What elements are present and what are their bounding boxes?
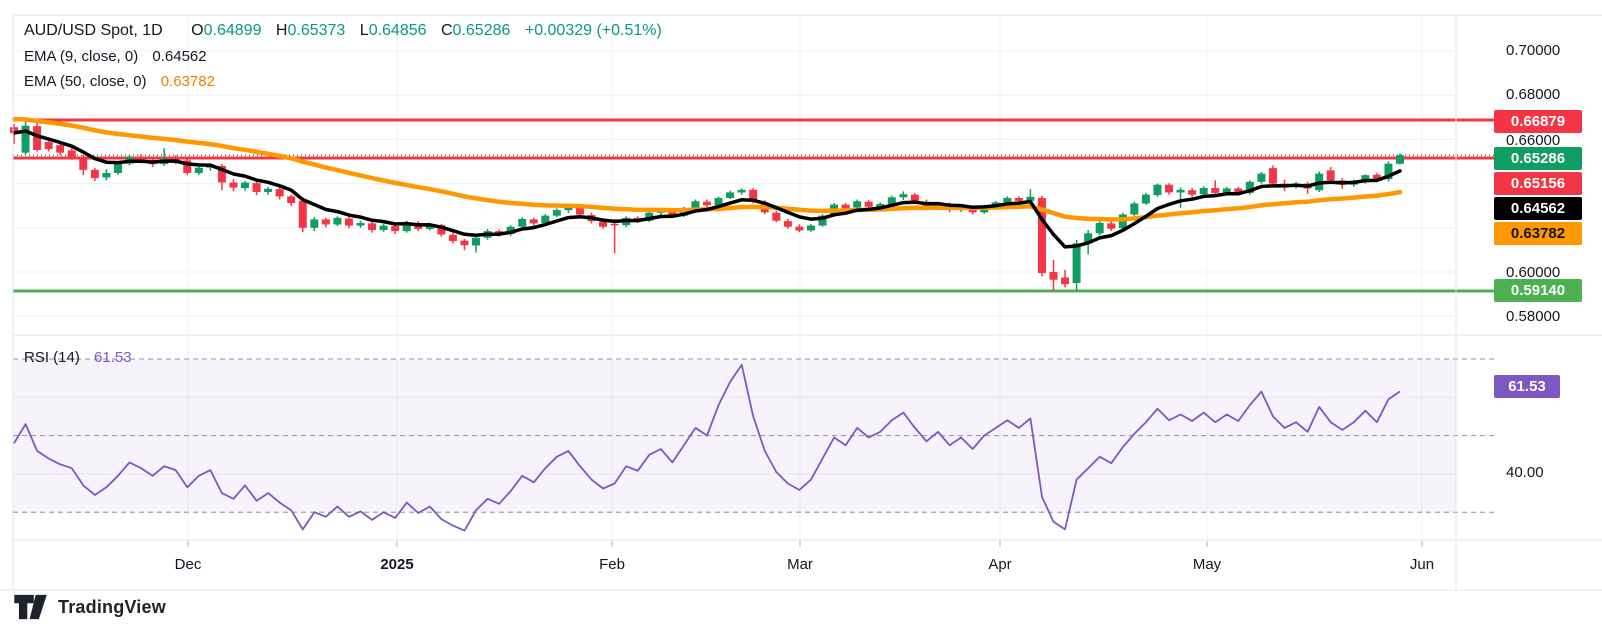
ohlc-low-value: 0.64856 <box>368 22 427 39</box>
ohlc-close-label: C <box>440 22 453 39</box>
level-badge-resistance-lower: 0.65156 <box>1494 172 1582 195</box>
time-label-jun: Jun <box>1409 556 1435 573</box>
ohlc-open-label: O <box>191 22 204 39</box>
price-tick-0.68: 0.68000 <box>1506 86 1561 103</box>
price-tick-0.60: 0.60000 <box>1506 264 1561 281</box>
ema9-legend-value: 0.64562 <box>152 48 207 65</box>
symbol-legend-row[interactable]: AUD/USD Spot, 1D O0.64899 H0.65373 L0.64… <box>24 21 662 41</box>
last-price-badge: 0.65286 <box>1494 147 1582 170</box>
price-tick-0.70: 0.70000 <box>1506 42 1561 59</box>
ohlc-high-value: 0.65373 <box>287 22 346 39</box>
ema9-value-badge: 0.64562 <box>1494 197 1582 220</box>
ohlc-low-label: L <box>359 22 369 39</box>
price-tick-0.58: 0.58000 <box>1506 308 1561 325</box>
ema50-value-badge: 0.63782 <box>1494 222 1582 245</box>
ema9-legend-label: EMA (9, close, 0) <box>24 48 139 65</box>
tradingview-attribution[interactable]: TradingView <box>14 594 166 620</box>
ema50-legend-label: EMA (50, close, 0) <box>24 73 147 90</box>
ema50-legend-row[interactable]: EMA (50, close, 0) 0.63782 <box>24 72 215 92</box>
price-axis[interactable]: 0.70000 0.68000 0.66000 0.60000 0.58000 … <box>1456 15 1602 590</box>
tradingview-wordmark: TradingView <box>58 596 166 617</box>
time-label-dec: Dec <box>174 556 202 573</box>
ohlc-change: +0.00329 (+0.51%) <box>524 22 662 39</box>
rsi-value-badge: 61.53 <box>1494 375 1560 398</box>
rsi-tick-40: 40.00 <box>1506 464 1544 481</box>
ohlc-open-value: 0.64899 <box>203 22 262 39</box>
time-axis[interactable]: Dec 2025 Feb Mar Apr May Jun <box>0 540 1602 590</box>
rsi-legend-row[interactable]: RSI (14) 61.53 <box>24 349 132 367</box>
price-tick-0.66: 0.66000 <box>1506 132 1561 149</box>
rsi-legend-label: RSI (14) <box>24 349 80 366</box>
ema9-legend-row[interactable]: EMA (9, close, 0) 0.64562 <box>24 47 207 67</box>
time-label-2025: 2025 <box>380 556 414 573</box>
time-label-apr: Apr <box>988 556 1012 573</box>
level-badge-resistance-upper: 0.66879 <box>1494 110 1582 133</box>
time-label-mar: Mar <box>787 556 813 573</box>
ohlc-close-value: 0.65286 <box>452 22 511 39</box>
time-label-may: May <box>1192 556 1222 573</box>
symbol-title: AUD/USD Spot, 1D <box>24 22 163 39</box>
ema50-legend-value: 0.63782 <box>160 73 215 90</box>
time-label-feb: Feb <box>599 556 625 573</box>
level-badge-support: 0.59140 <box>1494 279 1582 302</box>
rsi-legend-value: 61.53 <box>94 349 132 366</box>
tradingview-logo-icon <box>14 594 47 620</box>
ohlc-high-label: H <box>275 22 288 39</box>
